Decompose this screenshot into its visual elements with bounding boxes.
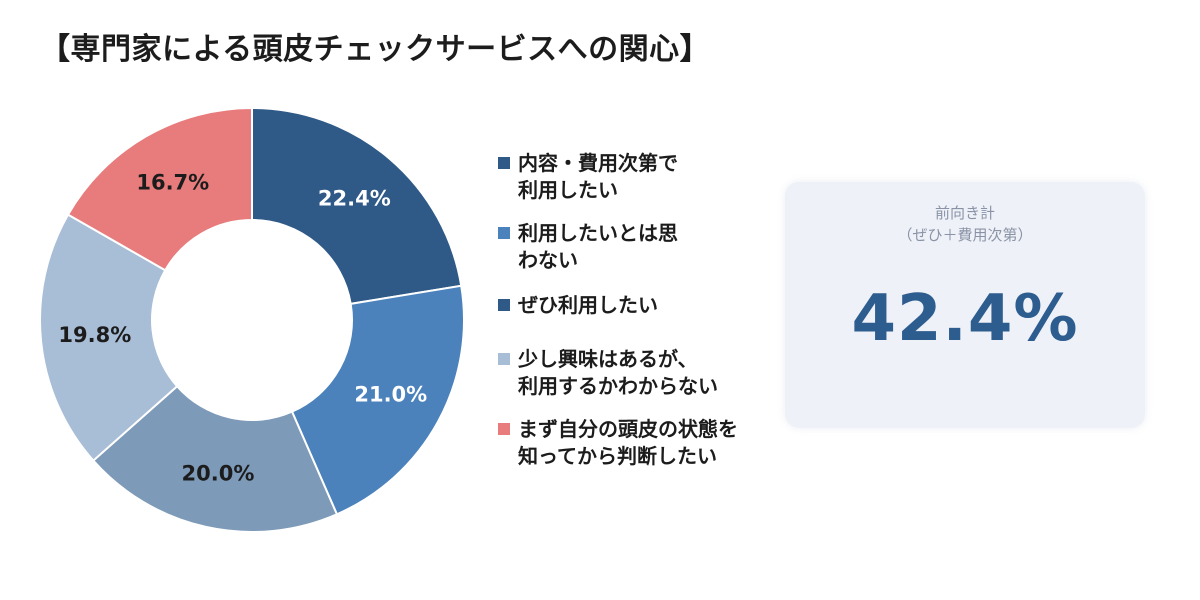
summary-label-line1: 前向き計 (934, 204, 995, 222)
donut-svg: 22.4% 21.0% 20.0% 19.8% 16.7% (39, 106, 465, 533)
legend-swatch-2 (498, 299, 510, 311)
legend-item-3: 少し興味はあるが、 利用するかわからない (498, 346, 718, 400)
legend-swatch-1 (498, 227, 510, 239)
donut-chart: 22.4% 21.0% 20.0% 19.8% 16.7% (0, 80, 500, 580)
donut-slice-1 (290, 284, 465, 516)
legend-item-2: ぜひ利用したい (498, 292, 658, 319)
slice-label-4: 16.7% (136, 170, 209, 194)
legend-label-2: ぜひ利用したい (518, 293, 658, 317)
legend-swatch-3 (498, 353, 510, 365)
summary-label: 前向き計 （ぜひ＋費用次第） (785, 202, 1145, 246)
summary-card: 前向き計 （ぜひ＋費用次第） 42.4% (785, 182, 1145, 428)
legend-item-1: 利用したいとは思 わない (498, 220, 678, 274)
slice-label-0: 22.4% (318, 187, 391, 211)
slice-label-3: 19.8% (58, 323, 131, 347)
donut-slice-0 (251, 106, 463, 306)
legend-label-3: 少し興味はあるが、 利用するかわからない (518, 347, 718, 398)
legend-label-1: 利用したいとは思 わない (518, 221, 678, 272)
summary-value: 42.4% (851, 282, 1079, 356)
summary-label-line2: （ぜひ＋費用次第） (897, 226, 1033, 244)
legend-swatch-0 (498, 157, 510, 169)
legend-label-4: まず自分の頭皮の状態を 知ってから判断したい (518, 417, 738, 468)
legend-item-0: 内容・費用次第で 利用したい (498, 150, 678, 204)
legend-label-0: 内容・費用次第で 利用したい (518, 151, 678, 202)
slice-label-1: 21.0% (354, 383, 427, 407)
donut-slice-4 (66, 106, 253, 272)
slice-label-2: 20.0% (182, 461, 255, 485)
legend-swatch-4 (498, 423, 510, 435)
chart-title: 【専門家による頭皮チェックサービスへの関心】 (40, 32, 711, 67)
donut-slice-3 (39, 213, 179, 462)
donut-slice-2 (91, 384, 339, 533)
legend-item-4: まず自分の頭皮の状態を 知ってから判断したい (498, 416, 738, 470)
